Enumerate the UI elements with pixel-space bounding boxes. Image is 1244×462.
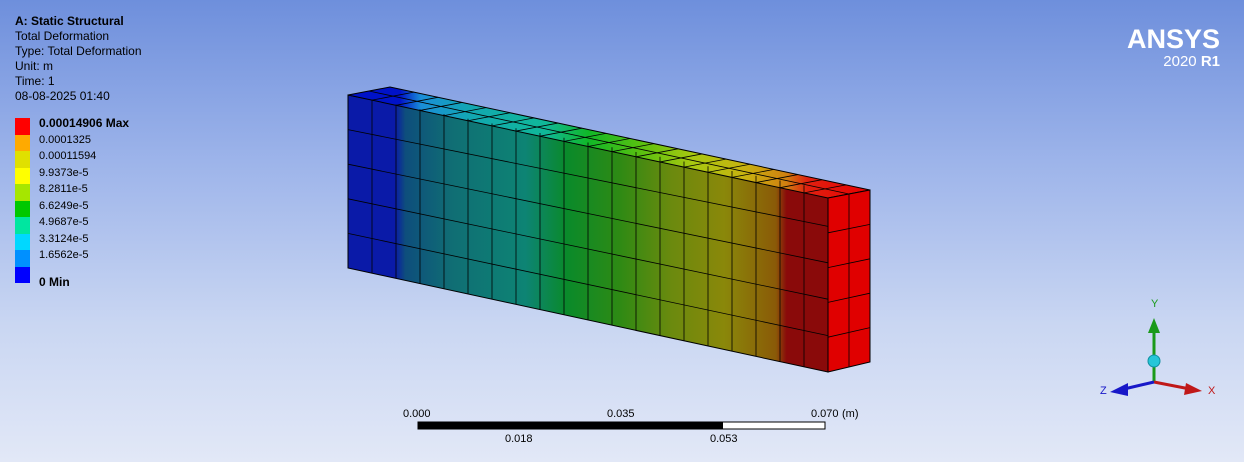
brand-name: ANSYS — [1126, 24, 1220, 54]
legend-swatch — [15, 233, 30, 250]
legend-swatch — [15, 200, 30, 217]
z-axis-line — [1123, 380, 1155, 391]
legend-min-label: 0 Min — [39, 274, 70, 289]
x-axis-label: X — [1208, 385, 1216, 397]
legend-swatch — [15, 134, 30, 151]
legend-label: 9.9373e-5 — [39, 166, 89, 179]
legend-swatch — [15, 217, 30, 234]
legend-label: 0.0001325 — [39, 133, 91, 146]
release-version: 2020 R1 — [1127, 54, 1220, 70]
analysis-title: A: Static Structural — [15, 14, 124, 28]
legend-swatch — [15, 250, 30, 267]
legend-swatch — [15, 151, 30, 168]
scale-label-035: 0.035 — [607, 408, 635, 420]
result-date: 08-08-2025 01:40 — [15, 89, 110, 103]
z-axis-arrow — [1110, 383, 1128, 396]
legend-label: 3.3124e-5 — [39, 232, 89, 245]
legend-swatch — [15, 184, 30, 201]
legend-swatch — [15, 118, 30, 135]
scale-label-018: 0.018 — [505, 433, 533, 445]
result-unit: Unit: m — [15, 59, 54, 73]
x-axis-line — [1153, 380, 1191, 391]
scale-bar-segment — [621, 422, 723, 429]
mesh-line — [347, 129, 829, 227]
legend-label: 0.00014906 Max — [39, 116, 130, 130]
y-axis-label: Y — [1151, 298, 1159, 310]
legend-label: 6.6249e-5 — [39, 199, 89, 212]
scale-bar-segment — [418, 422, 621, 429]
scale-unit: (m) — [842, 408, 859, 420]
x-axis-arrow — [1184, 383, 1202, 395]
legend-label: 4.9687e-5 — [39, 216, 89, 228]
mesh-lines — [347, 90, 871, 367]
result-time: Time: 1 — [15, 74, 55, 88]
legend-swatch — [15, 167, 30, 184]
y-axis-arrow — [1148, 318, 1160, 333]
release-year: 2020 — [1163, 53, 1197, 70]
legend-label: 1.6562e-5 — [39, 249, 89, 261]
result-name: Total Deformation — [15, 29, 110, 43]
legend-swatch — [15, 266, 30, 283]
release-number: R1 — [1200, 53, 1220, 70]
result-type: Type: Total Deformation — [15, 44, 142, 58]
scale-label-053: 0.053 — [710, 433, 738, 445]
scale-label-0: 0.000 — [403, 408, 431, 420]
legend-label: 8.2811e-5 — [39, 183, 88, 195]
mesh-line — [347, 163, 829, 264]
triad-origin-sphere[interactable] — [1147, 354, 1161, 368]
mesh-line — [347, 233, 829, 336]
z-axis-label: Z — [1100, 385, 1107, 397]
mesh-line — [368, 90, 850, 195]
legend-label: 0.00011594 — [39, 150, 97, 162]
scale-label-070: 0.070 — [811, 408, 839, 420]
result-info: A: Static Structural Total Deformation T… — [15, 14, 142, 104]
ansys-logo: ANSYS 2020 R1 — [1127, 24, 1220, 70]
mesh-line — [347, 198, 829, 300]
